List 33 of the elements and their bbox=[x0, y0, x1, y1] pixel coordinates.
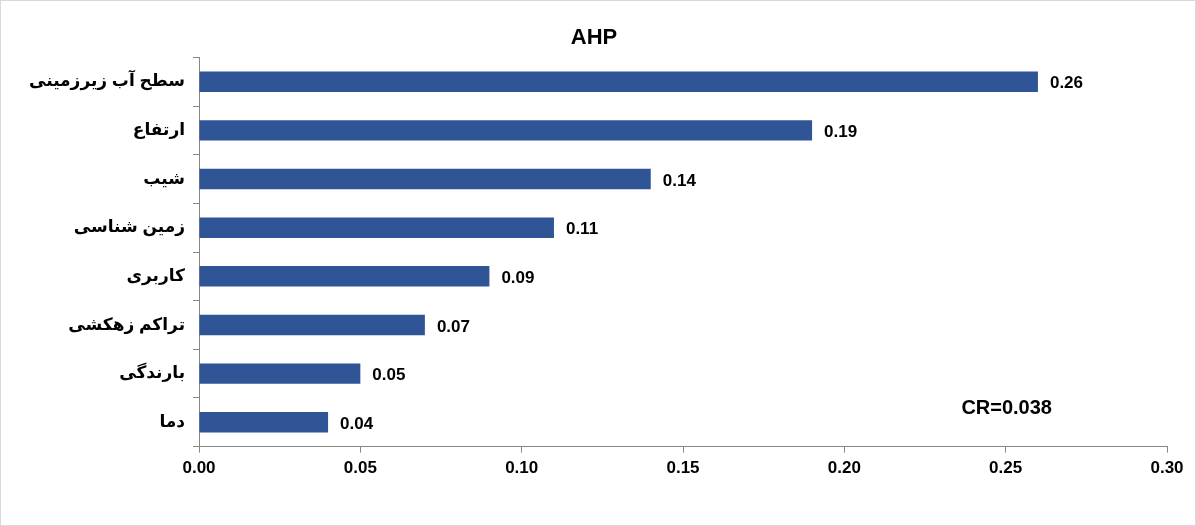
bar bbox=[199, 217, 554, 238]
data-label: 0.04 bbox=[340, 413, 374, 433]
bar bbox=[199, 266, 490, 287]
bar bbox=[199, 412, 329, 433]
data-label: 0.09 bbox=[501, 268, 535, 288]
x-tick-label: 0.30 bbox=[1150, 458, 1184, 478]
y-tick-label: ارتفاع bbox=[132, 120, 186, 140]
data-label: 0.26 bbox=[1049, 73, 1084, 93]
x-tick-label: 0.00 bbox=[182, 458, 216, 478]
bar bbox=[199, 363, 361, 384]
y-tick-label: دما bbox=[159, 411, 186, 431]
data-label: 0.05 bbox=[372, 365, 406, 385]
x-tick-label: 0.25 bbox=[989, 458, 1023, 478]
data-label: 0.19 bbox=[824, 122, 858, 142]
y-tick-label: سطح آب زیرزمینی bbox=[28, 69, 186, 92]
y-tick-label: بارندگی bbox=[119, 362, 186, 383]
y-tick-label: شیب bbox=[143, 168, 186, 188]
chart-title: AHP bbox=[570, 24, 618, 50]
bar bbox=[199, 71, 1038, 92]
y-tick-label: کاربری bbox=[126, 266, 186, 287]
x-tick-label: 0.20 bbox=[827, 458, 861, 478]
y-tick-label: تراکم زهکشی bbox=[68, 314, 186, 335]
data-label: 0.11 bbox=[565, 219, 599, 239]
data-label: 0.14 bbox=[662, 170, 697, 190]
bar bbox=[199, 120, 813, 141]
annotation: CR=0.038 bbox=[961, 396, 1052, 419]
bar bbox=[199, 314, 425, 336]
x-tick-label: 0.10 bbox=[505, 458, 539, 478]
x-tick-label: 0.05 bbox=[343, 458, 377, 478]
y-tick-label: زمین شناسی bbox=[73, 217, 186, 238]
bar bbox=[199, 168, 651, 190]
data-label: 0.07 bbox=[436, 316, 470, 336]
x-tick-label: 0.15 bbox=[666, 458, 700, 478]
